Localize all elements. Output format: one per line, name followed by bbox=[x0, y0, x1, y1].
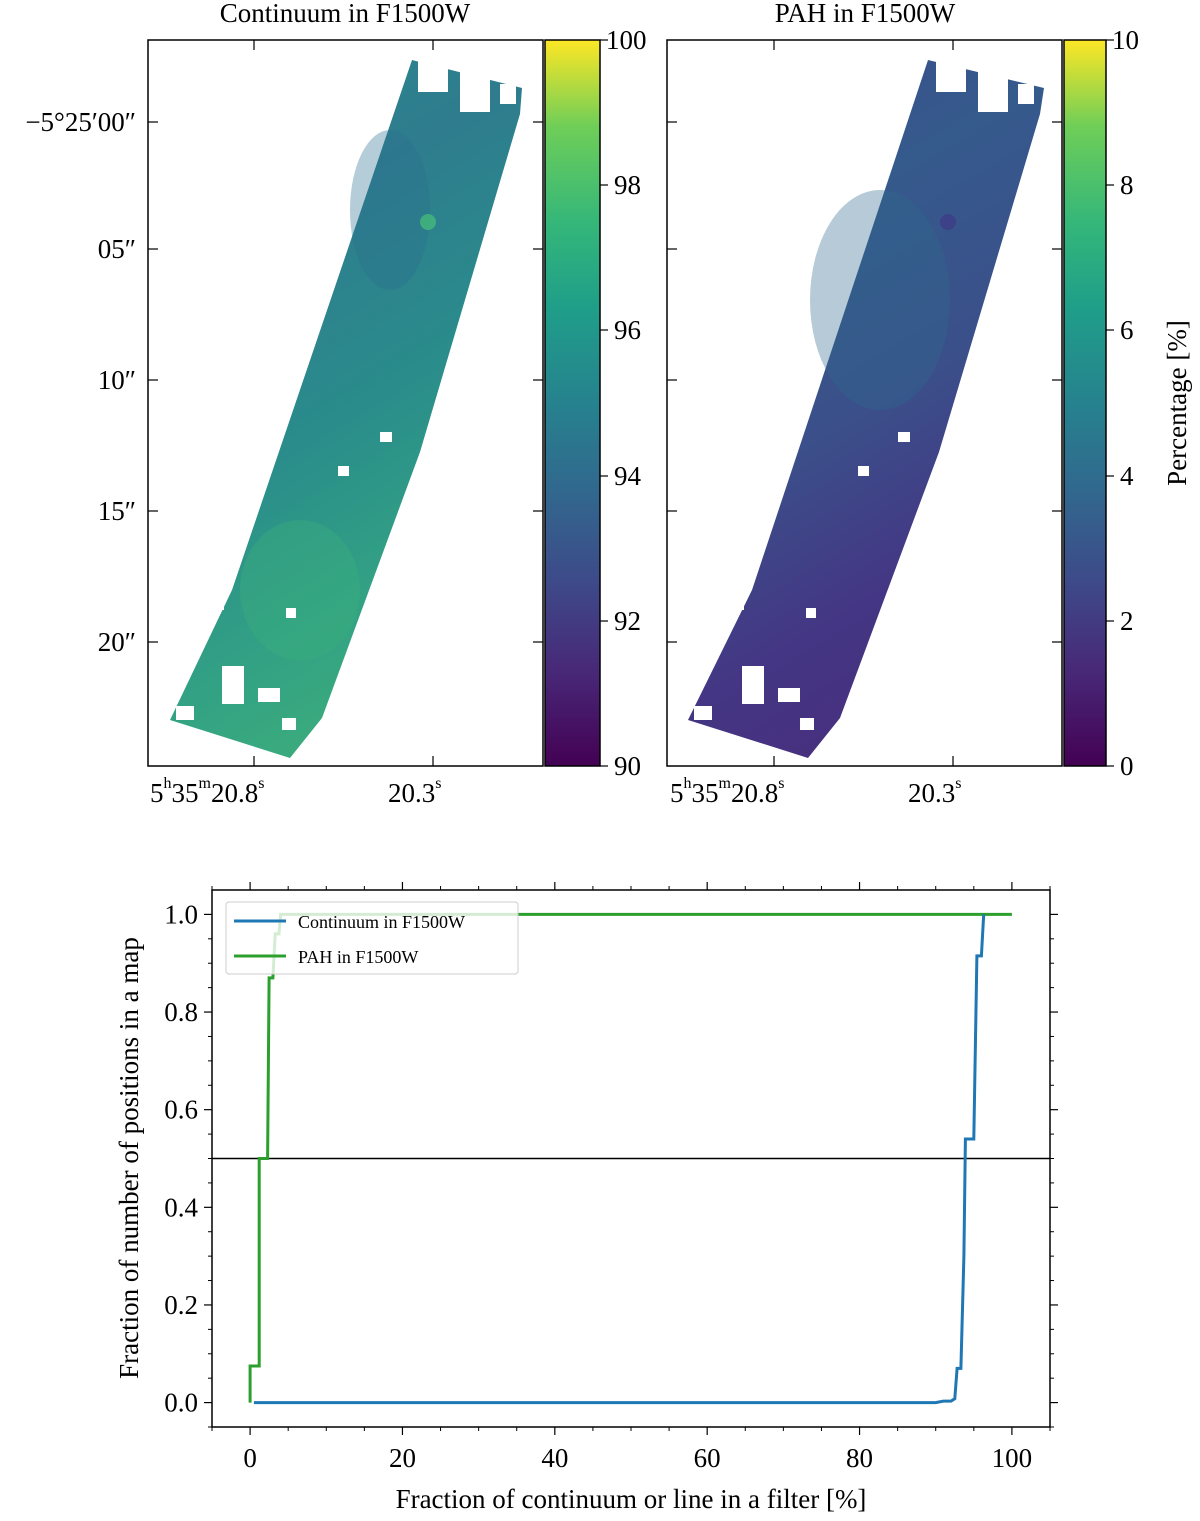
pah-map-title: PAH in F1500W bbox=[775, 0, 956, 28]
pah-map-masked-pixels bbox=[694, 60, 1034, 730]
legend-label-pah: PAH in F1500W bbox=[298, 947, 418, 967]
pah-map-panel: PAH in F1500W bbox=[666, 0, 1192, 808]
colorbar-tick-label: 100 bbox=[606, 25, 647, 55]
continuum-colorbar-gradient bbox=[544, 39, 601, 767]
colorbar-tick-label: 96 bbox=[614, 315, 641, 345]
colorbar-tick-label: 92 bbox=[614, 606, 641, 636]
colorbar-tick-label: 0 bbox=[1120, 751, 1134, 781]
pah-map-ticks bbox=[667, 40, 1062, 766]
colorbar-tick-label: 94 bbox=[614, 461, 642, 491]
colorbar-tick-label: 4 bbox=[1120, 461, 1134, 491]
continuum-map-masked-pixels bbox=[176, 60, 516, 730]
dec-tick-label: 10″ bbox=[98, 365, 136, 395]
continuum-map-frame bbox=[147, 39, 544, 767]
continuum-colorbar: 100 98 96 94 92 90 bbox=[544, 25, 647, 781]
continuum-map-panel: Continuum in F1500W bbox=[25, 0, 646, 808]
dec-tick-label: 15″ bbox=[98, 496, 136, 526]
colorbar-tick-label: 98 bbox=[614, 170, 641, 200]
ra-tick-label: 5h35m20.8s bbox=[670, 775, 784, 808]
pah-colorbar-label: Percentage [%] bbox=[1162, 320, 1192, 486]
x-tick-label: 80 bbox=[846, 1443, 873, 1473]
continuum-dec-tick-labels: −5°25′00″ 05″ 10″ 15″ 20″ bbox=[25, 107, 136, 657]
ra-tick-label: 20.3s bbox=[908, 775, 961, 808]
y-tick-label: 0.0 bbox=[164, 1388, 198, 1418]
pah-colorbar-gradient bbox=[1063, 39, 1107, 767]
y-axis-ticks: 0.0 0.2 0.4 0.6 0.8 1.0 bbox=[164, 899, 1058, 1428]
ra-tick-label: 20.3s bbox=[388, 775, 441, 808]
y-axis-label: Fraction of number of positions in a map bbox=[114, 937, 144, 1379]
dec-tick-label: 05″ bbox=[98, 234, 136, 264]
colorbar-tick-label: 90 bbox=[614, 751, 641, 781]
x-tick-label: 100 bbox=[992, 1443, 1033, 1473]
continuum-map-ticks bbox=[148, 40, 543, 766]
x-axis-label: Fraction of continuum or line in a filte… bbox=[396, 1484, 867, 1514]
pah-map-image bbox=[688, 60, 1044, 758]
y-tick-label: 0.6 bbox=[164, 1095, 198, 1125]
y-tick-label: 0.4 bbox=[164, 1192, 198, 1222]
y-tick-label: 0.8 bbox=[164, 997, 198, 1027]
continuum-map-structure bbox=[240, 130, 436, 660]
legend-box bbox=[225, 901, 519, 975]
dec-tick-label: −5°25′00″ bbox=[25, 107, 136, 137]
continuum-map-image bbox=[170, 60, 522, 758]
pah-map-frame bbox=[666, 39, 1063, 767]
legend: Continuum in F1500W PAH in F1500W bbox=[225, 901, 519, 975]
colorbar-tick-label: 2 bbox=[1120, 606, 1134, 636]
cumulative-plot-panel: 0 20 40 60 80 100 0.0 0.2 0.4 0.6 0.8 1.0 Continuu… bbox=[114, 882, 1058, 1514]
pah-map-structure bbox=[810, 190, 956, 410]
colorbar-tick-label: 8 bbox=[1120, 170, 1134, 200]
pah-colorbar: 10 8 6 4 2 0 Percentage [%] bbox=[1063, 25, 1192, 781]
x-axis-ticks: 0 20 40 60 80 100 bbox=[211, 882, 1051, 1473]
x-tick-label: 60 bbox=[694, 1443, 721, 1473]
dec-tick-label: 20″ bbox=[98, 627, 136, 657]
continuum-ra-tick-labels: 5h35m20.8s 20.3s bbox=[150, 775, 441, 808]
pah-ra-tick-labels: 5h35m20.8s 20.3s bbox=[670, 775, 961, 808]
x-tick-label: 40 bbox=[541, 1443, 568, 1473]
continuum-cdf-line bbox=[253, 914, 986, 1405]
colorbar-tick-label: 10 bbox=[1112, 25, 1139, 55]
y-tick-label: 1.0 bbox=[164, 899, 198, 929]
y-tick-label: 0.2 bbox=[164, 1290, 198, 1320]
continuum-map-title: Continuum in F1500W bbox=[220, 0, 471, 28]
colorbar-tick-label: 6 bbox=[1120, 315, 1134, 345]
x-tick-label: 20 bbox=[389, 1443, 416, 1473]
legend-label-continuum: Continuum in F1500W bbox=[298, 912, 465, 932]
ra-tick-label: 5h35m20.8s bbox=[150, 775, 264, 808]
x-tick-label: 0 bbox=[243, 1443, 257, 1473]
